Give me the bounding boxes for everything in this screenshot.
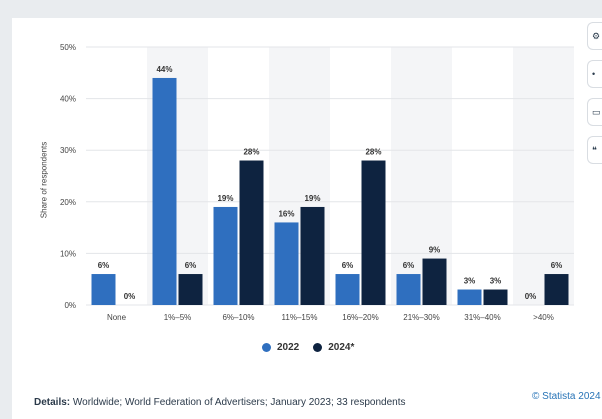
data-label: 6% — [403, 261, 415, 270]
data-label: 28% — [243, 148, 259, 157]
y-tick-label: 20% — [60, 198, 76, 207]
side-toolbar: ⚙ • ▭ ❝ — [587, 22, 602, 164]
legend: 2022 2024* — [262, 342, 354, 353]
data-label: 19% — [304, 194, 320, 203]
category-band — [513, 47, 574, 305]
statista-copyright[interactable]: © Statista 2024 — [532, 391, 601, 402]
legend-item-2022[interactable]: 2022 — [262, 342, 299, 353]
x-tick-label: None — [107, 313, 127, 322]
bell-icon[interactable]: • — [587, 60, 602, 88]
print-icon[interactable]: ▭ — [587, 98, 602, 126]
bar-2024-5 — [422, 258, 447, 305]
bar-2022-3 — [274, 222, 299, 305]
bar-2022-6 — [457, 289, 482, 305]
bar-2022-5 — [396, 274, 421, 305]
y-tick-label: 30% — [60, 146, 76, 155]
data-label: 16% — [278, 209, 294, 218]
quote-icon[interactable]: ❝ — [587, 136, 602, 164]
y-tick-label: 50% — [60, 43, 76, 52]
bar-2024-2 — [239, 160, 264, 305]
data-label: 19% — [217, 194, 233, 203]
x-tick-label: 16%–20% — [342, 313, 378, 322]
data-label: 6% — [342, 261, 354, 270]
data-label: 9% — [429, 246, 441, 255]
details-label: Details: — [34, 397, 71, 408]
bar-2024-7 — [544, 274, 569, 305]
data-label: 6% — [185, 261, 197, 270]
data-label: 44% — [156, 65, 172, 74]
bar-2024-3 — [300, 206, 325, 305]
details-text: Worldwide; World Federation of Advertise… — [70, 397, 406, 408]
legend-item-2024[interactable]: 2024* — [313, 342, 354, 353]
x-tick-label: 6%–10% — [222, 313, 254, 322]
data-label: 28% — [365, 148, 381, 157]
legend-label-2022: 2022 — [277, 342, 300, 353]
y-tick-label: 0% — [64, 301, 76, 310]
data-label: 6% — [98, 261, 110, 270]
x-tick-label: 31%–40% — [464, 313, 500, 322]
bar-2022-0 — [91, 274, 116, 305]
x-tick-label: 1%–5% — [164, 313, 192, 322]
data-label: 3% — [464, 277, 476, 286]
bar-2022-4 — [335, 274, 360, 305]
y-axis-label: Share of respondents — [39, 141, 49, 219]
legend-label-2024: 2024* — [328, 342, 355, 353]
x-tick-label: 21%–30% — [403, 313, 439, 322]
data-label: 0% — [124, 292, 136, 301]
y-tick-label: 40% — [60, 95, 76, 104]
gear-icon[interactable]: ⚙ — [587, 22, 602, 50]
legend-swatch-2024 — [313, 343, 323, 352]
data-label: 3% — [490, 277, 502, 286]
bar-2024-1 — [178, 274, 203, 305]
chart-details: Details: Worldwide; World Federation of … — [34, 397, 406, 408]
x-tick-label: >40% — [533, 313, 554, 322]
bar-2024-4 — [361, 160, 386, 305]
bar-2024-6 — [483, 289, 508, 305]
legend-swatch-2022 — [262, 343, 271, 352]
x-tick-label: 11%–15% — [282, 313, 318, 322]
bar-2022-2 — [213, 206, 238, 305]
bar-2022-1 — [152, 77, 177, 306]
data-label: 0% — [525, 292, 537, 301]
data-label: 6% — [551, 261, 563, 270]
y-tick-label: 10% — [60, 249, 76, 258]
